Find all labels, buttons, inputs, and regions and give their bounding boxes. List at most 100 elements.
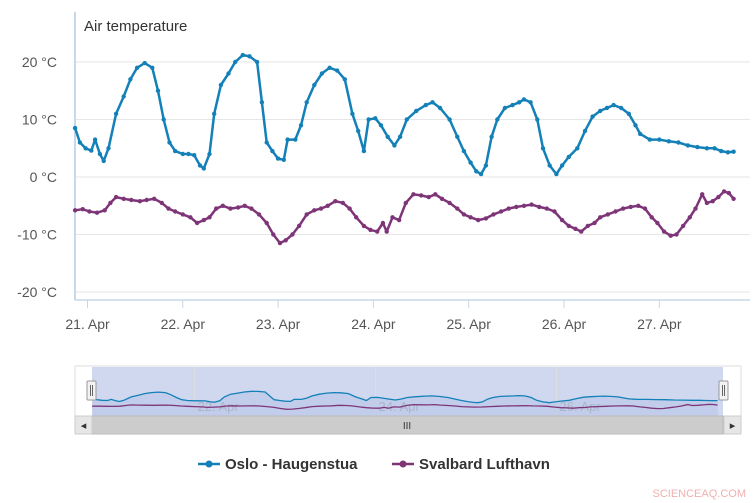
- data-point[interactable]: [144, 197, 149, 203]
- data-point[interactable]: [483, 216, 489, 221]
- data-point[interactable]: [340, 200, 346, 206]
- data-point[interactable]: [275, 156, 281, 161]
- data-point[interactable]: [575, 146, 580, 151]
- data-point[interactable]: [537, 204, 542, 210]
- data-point[interactable]: [319, 71, 325, 76]
- data-point[interactable]: [333, 199, 338, 204]
- data-point[interactable]: [447, 200, 452, 206]
- data-point[interactable]: [188, 215, 193, 220]
- data-point[interactable]: [461, 212, 467, 217]
- data-point[interactable]: [270, 148, 275, 154]
- data-point[interactable]: [426, 194, 431, 200]
- scroll-left-button[interactable]: [74, 415, 93, 435]
- data-point[interactable]: [375, 229, 380, 234]
- data-point[interactable]: [368, 227, 373, 233]
- data-point[interactable]: [220, 203, 225, 208]
- data-point[interactable]: [173, 209, 178, 214]
- data-point[interactable]: [559, 217, 565, 223]
- data-point[interactable]: [611, 102, 616, 108]
- data-point[interactable]: [134, 65, 140, 71]
- data-point[interactable]: [235, 205, 241, 210]
- data-point[interactable]: [461, 148, 467, 154]
- data-point[interactable]: [716, 194, 721, 200]
- data-point[interactable]: [489, 134, 494, 139]
- data-point[interactable]: [350, 111, 355, 117]
- data-point[interactable]: [101, 158, 106, 164]
- data-point[interactable]: [201, 166, 206, 171]
- data-point[interactable]: [259, 100, 265, 105]
- data-point[interactable]: [502, 105, 508, 111]
- data-point[interactable]: [721, 189, 727, 194]
- data-point[interactable]: [256, 212, 262, 217]
- data-point[interactable]: [113, 194, 119, 200]
- data-point[interactable]: [604, 105, 610, 111]
- data-point[interactable]: [529, 202, 534, 207]
- data-point[interactable]: [411, 192, 416, 197]
- data-point[interactable]: [264, 220, 269, 226]
- data-point[interactable]: [242, 203, 247, 208]
- data-point[interactable]: [613, 209, 618, 214]
- data-point[interactable]: [113, 111, 119, 117]
- data-point[interactable]: [240, 52, 245, 58]
- data-point[interactable]: [598, 215, 603, 220]
- data-point[interactable]: [642, 206, 648, 211]
- data-point[interactable]: [108, 200, 113, 206]
- data-point[interactable]: [661, 229, 667, 234]
- data-point[interactable]: [312, 82, 317, 88]
- data-point[interactable]: [455, 206, 460, 211]
- data-point[interactable]: [579, 229, 584, 234]
- data-point[interactable]: [414, 108, 419, 114]
- data-point[interactable]: [226, 71, 231, 76]
- data-point[interactable]: [304, 100, 309, 105]
- data-point[interactable]: [161, 117, 166, 122]
- data-point[interactable]: [142, 60, 147, 66]
- data-point[interactable]: [194, 220, 200, 226]
- data-point[interactable]: [540, 146, 546, 151]
- data-point[interactable]: [378, 123, 384, 128]
- data-point[interactable]: [106, 146, 111, 151]
- data-point[interactable]: [150, 65, 155, 71]
- data-point[interactable]: [731, 149, 736, 154]
- data-point[interactable]: [598, 108, 603, 114]
- scrollbar[interactable]: III ◂ ▸: [74, 415, 742, 435]
- data-point[interactable]: [566, 154, 571, 160]
- data-point[interactable]: [592, 220, 597, 226]
- data-point[interactable]: [264, 140, 269, 145]
- data-point[interactable]: [356, 128, 361, 134]
- data-point[interactable]: [94, 210, 100, 215]
- data-point[interactable]: [137, 199, 143, 204]
- data-point[interactable]: [247, 54, 252, 59]
- data-point[interactable]: [373, 116, 378, 121]
- data-point[interactable]: [342, 77, 347, 82]
- data-point[interactable]: [685, 143, 691, 148]
- data-point[interactable]: [474, 169, 479, 174]
- data-point[interactable]: [476, 217, 481, 223]
- data-point[interactable]: [121, 196, 126, 201]
- data-point[interactable]: [92, 137, 98, 142]
- data-point[interactable]: [478, 171, 484, 177]
- data-point[interactable]: [619, 105, 624, 111]
- data-point[interactable]: [72, 125, 78, 131]
- data-point[interactable]: [277, 240, 283, 246]
- data-point[interactable]: [430, 100, 435, 105]
- data-point[interactable]: [554, 171, 559, 177]
- data-point[interactable]: [254, 59, 260, 65]
- data-point[interactable]: [433, 192, 438, 197]
- data-point[interactable]: [271, 232, 276, 237]
- data-point[interactable]: [535, 117, 540, 122]
- data-point[interactable]: [366, 117, 371, 122]
- data-point[interactable]: [335, 68, 340, 73]
- data-point[interactable]: [207, 151, 212, 157]
- data-point[interactable]: [296, 223, 302, 229]
- data-point[interactable]: [687, 215, 692, 220]
- data-point[interactable]: [483, 163, 489, 168]
- data-point[interactable]: [573, 226, 578, 231]
- data-point[interactable]: [605, 212, 610, 217]
- navigator-left-handle[interactable]: [86, 380, 97, 401]
- data-point[interactable]: [710, 199, 715, 204]
- data-point[interactable]: [87, 209, 92, 214]
- data-point[interactable]: [77, 140, 83, 145]
- data-point[interactable]: [633, 123, 638, 128]
- data-point[interactable]: [544, 206, 549, 211]
